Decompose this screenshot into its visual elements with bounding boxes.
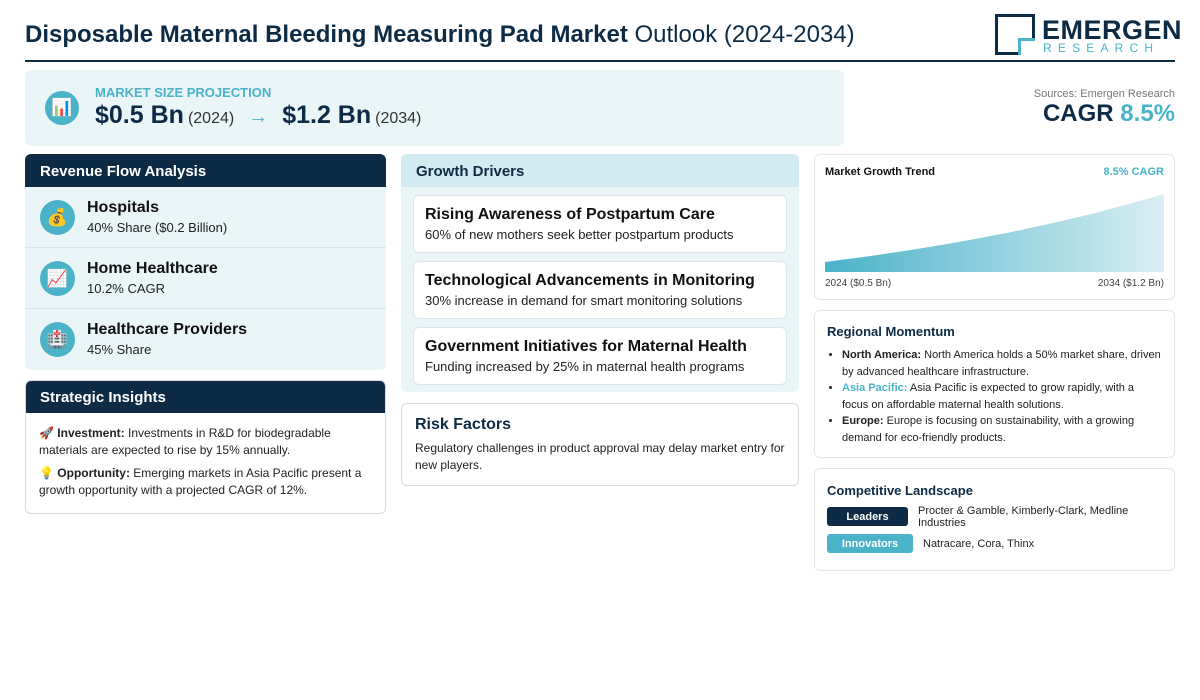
driver-title: Technological Advancements in Monitoring bbox=[425, 272, 755, 289]
opportunity-text: Emerging markets in Asia Pacific present… bbox=[39, 466, 362, 497]
region-item-north-america: North America: North America holds a 50%… bbox=[842, 347, 1162, 380]
growth-area bbox=[825, 194, 1164, 272]
driver-detail: 60% of new mothers seek better postpartu… bbox=[425, 227, 734, 242]
trend-cagr-label: 8.5% CAGR bbox=[1103, 166, 1164, 178]
driver-title: Rising Awareness of Postpartum Care bbox=[425, 206, 715, 223]
investment-insight: 🚀 Investment: Investments in R&D for bio… bbox=[39, 425, 372, 459]
revenue-item-healthcare-providers: 🏥 Healthcare Providers 45% Share bbox=[25, 309, 386, 370]
opportunity-label: Opportunity: bbox=[57, 466, 130, 480]
region-name: Europe: bbox=[842, 415, 884, 428]
bar-chart-icon: 📊 bbox=[45, 91, 79, 125]
trend-end-label: 2034 ($1.2 Bn) bbox=[1097, 278, 1164, 289]
end-value: $1.2 Bn bbox=[282, 101, 372, 129]
title-main: Disposable Maternal Bleeding Measuring P… bbox=[25, 21, 628, 48]
growth-drivers-title: Growth Drivers bbox=[401, 154, 799, 187]
leaders-badge: Leaders bbox=[827, 507, 908, 526]
driver-title: Government Initiatives for Maternal Heal… bbox=[425, 338, 747, 355]
title-sub: Outlook (2024-2034) bbox=[634, 21, 855, 48]
investment-label: Investment: bbox=[57, 426, 125, 440]
leaders-list: Procter & Gamble, Kimberly-Clark, Medlin… bbox=[918, 505, 1129, 529]
region-text: North America holds a 50% market share, … bbox=[842, 349, 1161, 378]
logo-mark-icon bbox=[995, 14, 1035, 55]
page-title: Disposable Maternal Bleeding Measuring P… bbox=[25, 21, 855, 49]
emergen-logo: EMERGEN RESEARCH bbox=[995, 14, 1182, 56]
sources-note: Sources: Emergen Research bbox=[1033, 88, 1175, 100]
revenue-item-detail: 40% Share ($0.2 Billion) bbox=[87, 220, 228, 235]
revenue-item-name: Home Healthcare bbox=[87, 260, 218, 277]
end-year: (2034) bbox=[375, 110, 422, 127]
investment-text: Investments in R&D for biodegradable mat… bbox=[39, 426, 331, 457]
growth-area-chart bbox=[825, 194, 1164, 272]
start-value: $0.5 Bn bbox=[95, 101, 184, 129]
driver-detail: 30% increase in demand for smart monitor… bbox=[425, 293, 743, 308]
revenue-item-name: Healthcare Providers bbox=[87, 321, 248, 338]
region-text: Europe is focusing on sustainability, wi… bbox=[842, 415, 1135, 444]
driver-item: Government Initiatives for Maternal Heal… bbox=[413, 327, 787, 385]
risk-factors-card: Risk Factors Regulatory challenges in pr… bbox=[401, 403, 799, 486]
logo-wordmark: EMERGEN bbox=[1042, 15, 1183, 45]
revenue-item-hospitals: 💰 Hospitals 40% Share ($0.2 Billion) bbox=[25, 187, 386, 248]
region-item-europe: Europe: Europe is focusing on sustainabi… bbox=[842, 413, 1162, 446]
competitive-landscape-title: Competitive Landscape bbox=[827, 483, 973, 498]
trend-up-icon: 📈 bbox=[40, 261, 75, 296]
cagr-label: CAGR bbox=[1042, 100, 1114, 127]
revenue-item-detail: 10.2% CAGR bbox=[87, 281, 166, 296]
cagr-value: 8.5% bbox=[1120, 100, 1175, 127]
rocket-icon: 🚀 bbox=[39, 426, 54, 440]
opportunity-insight: 💡 Opportunity: Emerging markets in Asia … bbox=[39, 465, 372, 499]
strategic-insights-body: 🚀 Investment: Investments in R&D for bio… bbox=[26, 413, 385, 513]
region-list: North America: North America holds a 50%… bbox=[842, 347, 1162, 447]
revenue-item-name: Hospitals bbox=[87, 199, 160, 216]
projection-values: $0.5 Bn (2024) → $1.2 Bn (2034) bbox=[95, 101, 421, 130]
innovators-list: Natracare, Cora, Thinx bbox=[923, 538, 1035, 550]
lightbulb-icon: 💡 bbox=[39, 466, 54, 480]
revenue-flow-title: Revenue Flow Analysis bbox=[25, 154, 386, 187]
region-name: Asia Pacific: bbox=[842, 382, 908, 395]
money-bag-icon: 💰 bbox=[40, 200, 75, 235]
market-growth-trend-card: Market Growth Trend 8.5% CAGR 2024 ($0.5… bbox=[814, 154, 1175, 300]
growth-drivers-card: Growth Drivers Rising Awareness of Postp… bbox=[401, 154, 799, 392]
revenue-flow-card: Revenue Flow Analysis 💰 Hospitals 40% Sh… bbox=[25, 154, 386, 370]
region-item-asia-pacific: Asia Pacific: Asia Pacific is expected t… bbox=[842, 380, 1162, 413]
trend-start-label: 2024 ($0.5 Bn) bbox=[825, 278, 892, 289]
innovators-badge: Innovators bbox=[827, 534, 913, 553]
logo-subtitle: RESEARCH bbox=[1043, 41, 1160, 55]
revenue-item-home-healthcare: 📈 Home Healthcare 10.2% CAGR bbox=[25, 248, 386, 309]
cagr-headline: CAGR 8.5% bbox=[1043, 100, 1175, 128]
regional-momentum-title: Regional Momentum bbox=[827, 324, 955, 339]
risk-factors-text: Regulatory challenges in product approva… bbox=[415, 441, 785, 472]
market-size-projection: 📊 MARKET SIZE PROJECTION $0.5 Bn (2024) → $… bbox=[25, 70, 844, 146]
competitive-landscape-card: Competitive Landscape Leaders Procter & … bbox=[814, 468, 1175, 571]
driver-item: Rising Awareness of Postpartum Care 60% … bbox=[413, 195, 787, 253]
driver-detail: Funding increased by 25% in maternal hea… bbox=[425, 359, 745, 374]
region-text: Asia Pacific is expected to grow rapidly… bbox=[842, 382, 1135, 411]
region-name: North America: bbox=[842, 349, 922, 361]
driver-item: Technological Advancements in Monitoring… bbox=[413, 261, 787, 319]
strategic-insights-title: Strategic Insights bbox=[26, 381, 385, 413]
regional-momentum-card: Regional Momentum North America: North A… bbox=[814, 310, 1175, 458]
trend-title: Market Growth Trend bbox=[825, 166, 936, 178]
projection-label: MARKET SIZE PROJECTION bbox=[95, 85, 272, 100]
page-header: Disposable Maternal Bleeding Measuring P… bbox=[25, 12, 1182, 62]
strategic-insights-card: Strategic Insights 🚀 Investment: Investm… bbox=[25, 380, 386, 514]
revenue-item-detail: 45% Share bbox=[87, 342, 152, 357]
hospital-icon: 🏥 bbox=[40, 322, 75, 357]
arrow-right-icon: → bbox=[248, 106, 269, 128]
risk-factors-title: Risk Factors bbox=[415, 416, 512, 433]
start-year: (2024) bbox=[187, 110, 235, 127]
